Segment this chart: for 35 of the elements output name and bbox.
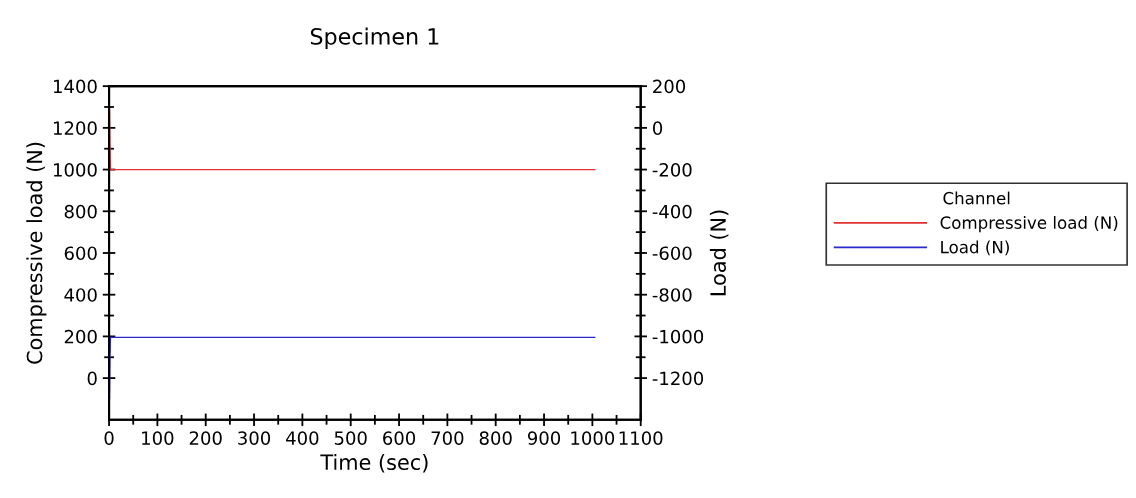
x-tick-label: 700 [431, 431, 464, 445]
x-tick-label: 300 [238, 431, 271, 445]
y-tick-label: 0 [87, 371, 97, 386]
x-tick-label: 0 [104, 431, 114, 445]
x-tick-label: 200 [189, 431, 222, 445]
x-tick-label: 100 [142, 431, 174, 445]
x-tick-label: 800 [479, 431, 512, 445]
y-axis-title: Compressive load (N) [26, 142, 47, 364]
y2-tick-label: 0 [653, 121, 663, 135]
y2-tick-label: -400 [652, 204, 692, 219]
chart-title: Specimen 1 [310, 27, 439, 50]
y2-tick-label: -600 [652, 246, 692, 261]
y-tick-label: 1400 [53, 79, 97, 94]
x-tick-label: 900 [527, 431, 561, 445]
y-tick-label: 400 [64, 288, 97, 302]
legend-title: Channel [943, 191, 1010, 205]
x-tick-label: 500 [334, 431, 367, 445]
x-axis-title: Time (sec) [320, 453, 428, 473]
y2-tick-label: -1000 [652, 329, 704, 344]
y-tick-label: 200 [64, 329, 97, 344]
text: Compressive load (N) [940, 216, 1118, 233]
text: Load (N) [941, 240, 1009, 256]
y2-tick-label: -1200 [652, 371, 704, 386]
x-tick-label: 600 [383, 431, 416, 445]
y-tick-label: 600 [64, 246, 97, 261]
y2-axis-title: Load (N) [709, 210, 729, 296]
y-tick-label: 1200 [53, 121, 97, 135]
x-tick-label: 400 [286, 431, 319, 445]
y2-tick-label: 200 [653, 79, 686, 94]
x-tick-label: 1000 [571, 431, 615, 445]
y2-tick-label: -200 [652, 163, 692, 177]
y2-tick-label: -800 [652, 288, 692, 302]
y-tick-label: 800 [64, 204, 97, 219]
x-tick-label: 1100 [619, 431, 663, 445]
y-tick-label: 1000 [53, 163, 97, 177]
